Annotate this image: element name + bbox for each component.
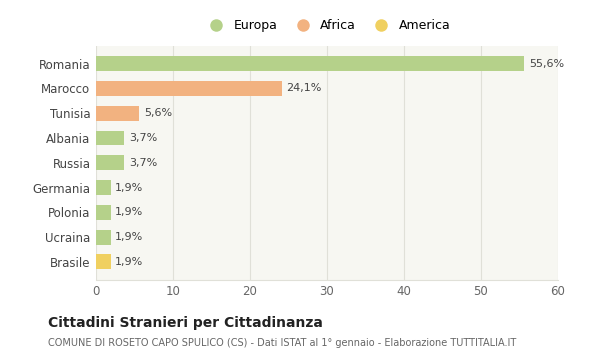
Text: 1,9%: 1,9% bbox=[115, 232, 143, 242]
Text: 3,7%: 3,7% bbox=[129, 158, 157, 168]
Bar bbox=[96, 254, 110, 270]
Text: 1,9%: 1,9% bbox=[115, 207, 143, 217]
Text: 3,7%: 3,7% bbox=[129, 133, 157, 143]
Bar bbox=[96, 81, 281, 96]
Text: COMUNE DI ROSETO CAPO SPULICO (CS) - Dati ISTAT al 1° gennaio - Elaborazione TUT: COMUNE DI ROSETO CAPO SPULICO (CS) - Dat… bbox=[48, 338, 516, 349]
Bar bbox=[96, 230, 110, 245]
Bar bbox=[96, 106, 139, 121]
Text: 24,1%: 24,1% bbox=[286, 83, 322, 93]
Text: 5,6%: 5,6% bbox=[144, 108, 172, 118]
Legend: Europa, Africa, America: Europa, Africa, America bbox=[199, 14, 455, 37]
Bar bbox=[96, 155, 124, 170]
Bar bbox=[96, 56, 524, 71]
Text: 1,9%: 1,9% bbox=[115, 183, 143, 193]
Text: 55,6%: 55,6% bbox=[529, 58, 564, 69]
Bar bbox=[96, 180, 110, 195]
Bar bbox=[96, 131, 124, 145]
Text: 1,9%: 1,9% bbox=[115, 257, 143, 267]
Bar bbox=[96, 205, 110, 220]
Text: Cittadini Stranieri per Cittadinanza: Cittadini Stranieri per Cittadinanza bbox=[48, 316, 323, 330]
